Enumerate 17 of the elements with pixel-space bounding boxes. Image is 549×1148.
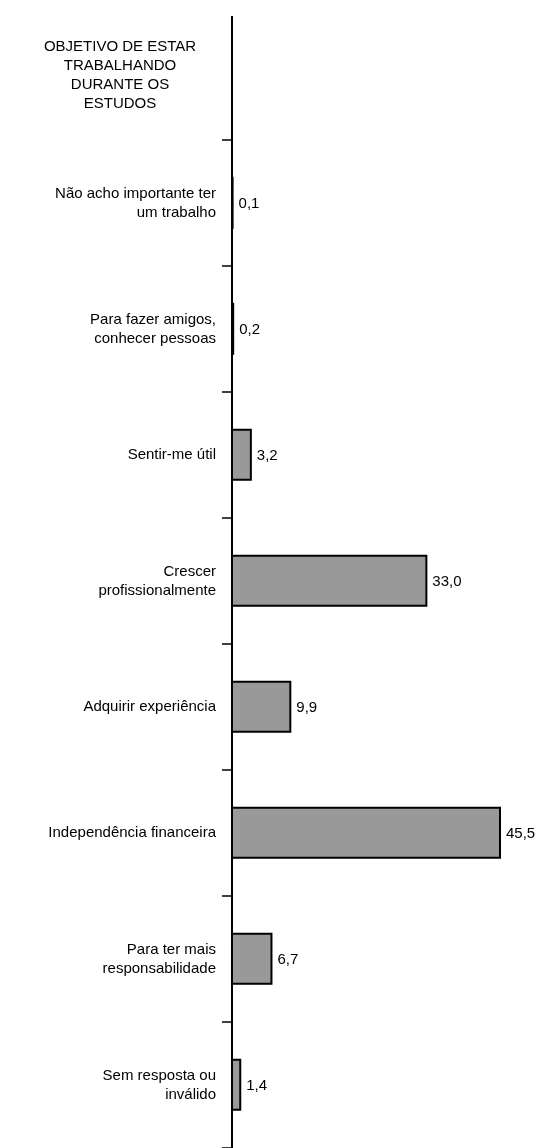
y-tick-label: Crescer profissionalmente bbox=[98, 561, 216, 598]
data-label: 33,0 bbox=[432, 572, 462, 590]
y-tick-label: Sentir-me útil bbox=[127, 444, 216, 462]
chart-title: OBJETIVO DE ESTAR TRABALHANDO DURANTE OS ESTUDOS bbox=[42, 36, 198, 112]
data-label: 1,4 bbox=[246, 1076, 268, 1094]
data-label: 9,9 bbox=[296, 698, 318, 716]
data-label: 0,2 bbox=[239, 320, 261, 338]
data-label: 6,7 bbox=[277, 950, 299, 968]
y-tick-label: Independência financeira bbox=[48, 822, 217, 840]
y-tick-label: Para ter mais responsabilidade bbox=[102, 939, 216, 976]
y-tick-label: Adquirir experiência bbox=[83, 696, 217, 714]
y-tick-label: Sem resposta ou inválido bbox=[102, 1065, 216, 1102]
y-tick-label: Para fazer amigos, conhecer pessoas bbox=[90, 309, 216, 346]
data-label: 45,5 bbox=[506, 824, 536, 842]
y-tick-label: Não acho importante ter um trabalho bbox=[55, 183, 216, 220]
data-label: 0,1 bbox=[238, 194, 260, 212]
data-label: 3,2 bbox=[256, 446, 278, 464]
